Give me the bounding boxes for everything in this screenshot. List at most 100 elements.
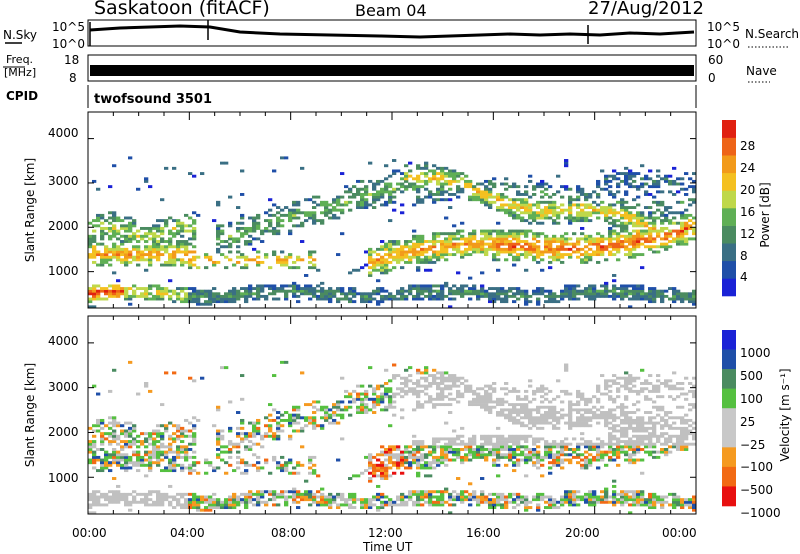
power-cell	[264, 284, 269, 288]
power-cell	[220, 253, 225, 257]
power-cell	[172, 166, 177, 170]
velocity-cell	[384, 408, 389, 412]
velocity-cell	[408, 387, 413, 391]
velocity-cell	[628, 448, 633, 451]
velocity-cell	[400, 500, 405, 504]
power-cell	[616, 258, 621, 262]
velocity-cell	[500, 408, 505, 412]
velocity-cell	[532, 416, 537, 420]
power-cell	[444, 174, 449, 178]
velocity-cell	[432, 500, 437, 504]
velocity-cell	[484, 403, 489, 407]
velocity-cell	[640, 426, 645, 430]
power-cell	[648, 289, 653, 293]
power-cell	[496, 242, 501, 246]
power-cell	[284, 260, 289, 264]
power-cell	[532, 234, 537, 238]
velocity-cell	[592, 411, 597, 414]
velocity-cell	[568, 490, 573, 494]
velocity-cell	[624, 440, 629, 444]
velocity-cell	[392, 455, 397, 459]
velocity-cell	[492, 503, 497, 507]
velocity-cell	[440, 403, 445, 407]
power-cell	[472, 292, 477, 296]
power-cell	[312, 289, 317, 293]
power-cell	[116, 289, 121, 293]
power-cell	[440, 250, 445, 254]
power-cell	[604, 219, 609, 223]
power-cell	[604, 187, 609, 191]
velocity-cell	[440, 458, 445, 462]
power-cell	[160, 219, 165, 223]
power-cell	[180, 221, 185, 225]
power-cell	[416, 240, 421, 243]
power-cell	[132, 258, 137, 262]
power-cell	[100, 263, 105, 267]
velocity-cell	[540, 492, 545, 496]
velocity-cell	[468, 448, 473, 451]
velocity-cell	[492, 387, 497, 391]
velocity-cell	[332, 498, 337, 502]
velocity-cell	[256, 495, 261, 499]
power-cell	[352, 292, 357, 296]
velocity-cell	[556, 500, 561, 504]
velocity-cell	[236, 466, 241, 470]
velocity-cell	[636, 442, 641, 446]
velocity-cell	[500, 387, 505, 391]
velocity-cell	[100, 421, 105, 425]
power-cell	[580, 232, 585, 236]
power-cell	[660, 289, 665, 293]
power-cell	[540, 179, 545, 183]
velocity-cell	[504, 448, 509, 451]
power-cell	[296, 287, 301, 291]
velocity-cell	[448, 374, 453, 378]
velocity-cbar-tick: −100	[740, 460, 773, 474]
velocity-cell	[272, 492, 277, 496]
power-cell	[432, 193, 437, 196]
power-cell	[232, 287, 237, 291]
velocity-cell	[372, 400, 377, 404]
velocity-cell	[416, 461, 421, 465]
velocity-cell	[376, 495, 381, 499]
velocity-cell	[280, 429, 285, 433]
power-cell	[144, 234, 149, 238]
velocity-cell	[188, 503, 193, 507]
velocity-cell	[248, 448, 253, 451]
velocity-cell	[572, 498, 577, 502]
power-cell	[464, 182, 469, 186]
power-cell	[588, 237, 593, 241]
power-cell	[432, 164, 437, 168]
velocity-cell	[108, 490, 113, 494]
velocity-cell	[444, 437, 449, 441]
power-cell	[588, 294, 593, 298]
velocity-cell	[176, 500, 181, 504]
velocity-cell	[628, 424, 633, 428]
power-cell	[692, 232, 697, 236]
power-cell	[348, 195, 353, 199]
velocity-cell	[556, 379, 561, 383]
power-cell	[276, 221, 281, 225]
power-cell	[544, 206, 549, 209]
power-cell	[248, 292, 253, 296]
power-cell	[188, 266, 193, 270]
velocity-cell	[160, 424, 165, 428]
power-cell	[144, 232, 149, 236]
power-cell	[312, 294, 317, 298]
velocity-cell	[512, 506, 517, 510]
power-cell	[516, 198, 521, 202]
power-cell	[496, 245, 501, 249]
velocity-cell	[100, 437, 105, 441]
power-cell	[112, 250, 117, 254]
velocity-cell	[472, 440, 477, 444]
power-cell	[300, 211, 305, 215]
power-cell	[160, 263, 165, 267]
power-cell	[368, 247, 373, 251]
power-cell	[532, 185, 537, 189]
power-cell	[556, 190, 561, 194]
velocity-cell	[632, 403, 637, 407]
velocity-cell	[592, 442, 597, 446]
power-cell	[584, 258, 589, 262]
power-cell	[408, 287, 413, 291]
power-cell	[616, 240, 621, 243]
power-cell	[356, 292, 361, 296]
